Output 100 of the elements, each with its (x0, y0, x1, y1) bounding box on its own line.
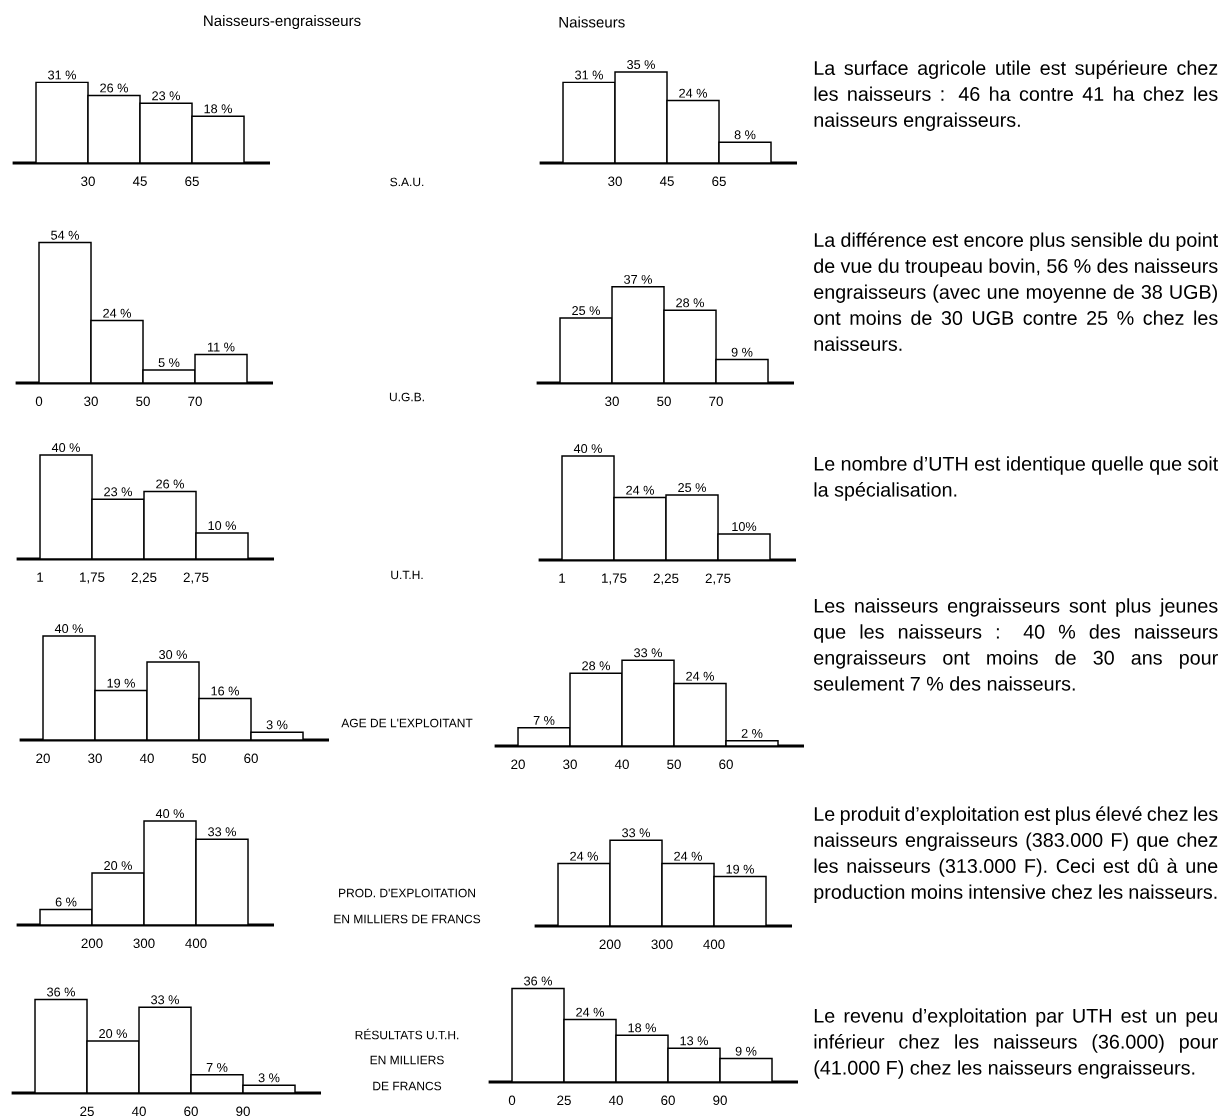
data-label: 13 % (680, 1036, 708, 1046)
data-label: 9 % (731, 347, 753, 357)
data-label: 24 % (103, 308, 131, 318)
text: 30 (605, 396, 619, 407)
text: La surface agricole utile est supérieure chez les naisseurs : 46 ha contre 41 ha chez les naisseurs engraisseurs. (814, 60, 1218, 131)
chart-title: Naisseurs-engraisseurs (204, 14, 361, 29)
text: 2,25 (131, 572, 157, 584)
text: 65 (185, 176, 199, 187)
data-label: 24 % (686, 671, 714, 681)
data-label: 7 % (206, 1063, 228, 1072)
text: Le revenu d’exploitation par UTH est un peu inférieur chez les naisseurs (36.000) pour (41.000 F) chez les naisseurs engraisseurs. (814, 1008, 1218, 1079)
text: 20 (511, 759, 525, 770)
text: 40 (131, 1106, 146, 1117)
text: 2,75 (705, 573, 731, 585)
data-label: 24 % (674, 851, 702, 861)
data-label: 37 % (624, 274, 652, 284)
text: DE FRANCS (373, 1081, 442, 1091)
data-label: 33 % (151, 995, 179, 1005)
data-label: 7 % (533, 716, 555, 725)
data-label: 25 % (572, 306, 600, 316)
text: 0 (35, 396, 43, 407)
data-label: 18 % (628, 1023, 656, 1033)
text: EN MILLIERS DE FRANCS (334, 914, 481, 924)
data-label: 16 % (211, 686, 239, 696)
text: 30 (608, 176, 622, 187)
text: 0 (508, 1095, 516, 1106)
text: 70 (709, 396, 723, 407)
text: 90 (236, 1106, 250, 1117)
data-label: 8 % (734, 130, 756, 140)
text: Le produit d’exploitation est plus élevé chez les naisseurs engraisseurs (383.000 F) que chez les naisseurs (313.000 F). Ceci est dû à une production moins intensive chez les naisseurs. (814, 806, 1218, 903)
data-label: 3 % (258, 1073, 280, 1083)
text: S.A.U. (390, 177, 424, 187)
data-label: 28 % (676, 298, 704, 308)
text: 40 (614, 759, 629, 770)
data-label: 5 % (158, 358, 180, 368)
text: 50 (136, 396, 150, 407)
text: 1 (559, 573, 566, 583)
text: 1,75 (80, 572, 105, 584)
text: 60 (661, 1095, 675, 1106)
data-label: 24 % (626, 485, 654, 495)
data-label: 18 % (204, 104, 232, 114)
text: 60 (244, 753, 258, 764)
text: 90 (713, 1095, 727, 1106)
data-label: 24 % (576, 1007, 604, 1017)
text: 60 (184, 1106, 198, 1117)
data-label: 24 % (679, 88, 707, 98)
data-label: 31 % (48, 70, 76, 80)
data-label: 25 % (678, 483, 706, 493)
data-label: 33 % (208, 827, 236, 837)
text: Le nombre d’UTH est identique quelle que soit la spécialisation. (814, 456, 1219, 501)
data-label: 26 % (156, 479, 184, 489)
text: 50 (667, 759, 681, 770)
data-label: 6 % (55, 897, 77, 907)
data-label: 24 % (570, 851, 598, 861)
data-label: 33 % (634, 648, 662, 658)
data-label: 19 % (726, 864, 754, 874)
text: 200 (599, 939, 621, 950)
data-label: 31 % (575, 70, 603, 80)
text: 300 (133, 938, 155, 949)
text: AGE DE L'EXPLOITANT (341, 718, 473, 728)
data-label: 20 % (99, 1029, 127, 1039)
data-label: 40 % (51, 443, 80, 453)
data-label: 23 % (104, 487, 132, 497)
data-label: 36 % (524, 976, 552, 986)
chart-title: Naisseurs (559, 16, 625, 28)
text: 2,25 (653, 573, 679, 585)
text: 45 (132, 176, 147, 186)
text: 20 (36, 753, 50, 764)
text: 30 (81, 176, 95, 187)
text: PROD. D'EXPLOITATION (339, 888, 475, 898)
text: La différence est encore plus sensible du point de vue du troupeau bovin, 56 % des naisseurs engraisseurs (avec une moyenne de 38 UGB) ont moins de 30 UGB contre 25 % chez les naisseurs. (814, 232, 1219, 351)
data-label: 36 % (47, 987, 75, 997)
text: 50 (657, 396, 671, 407)
data-label: 20 % (104, 861, 132, 871)
data-label: 3 % (266, 720, 288, 730)
text: 400 (703, 939, 725, 950)
data-label: 28 % (582, 661, 610, 671)
data-label: 10 % (208, 521, 236, 531)
text: 30 (563, 759, 577, 770)
text: 25 (557, 1095, 571, 1106)
data-label: 40 % (155, 809, 184, 819)
text: 40 (608, 1095, 623, 1106)
text: 45 (659, 176, 674, 186)
data-label: 10% (732, 522, 757, 532)
data-label: 26 % (100, 83, 128, 93)
text: 1,75 (602, 573, 627, 585)
text: 200 (81, 938, 103, 949)
data-label: 54 % (51, 230, 79, 240)
text: U.G.B. (389, 392, 424, 402)
text: 70 (188, 396, 202, 407)
data-label: 40 % (54, 624, 83, 634)
text: Les naisseurs engraisseurs sont plus jeunes que les naisseurs : 40 % des naisseurs engraisseurs ont moins de 30 ans pour seulement 7 % des naisseurs. (813, 598, 1218, 691)
text: 30 (88, 753, 102, 764)
data-label: 9 % (735, 1046, 757, 1056)
text: 300 (651, 939, 673, 950)
data-label: 19 % (107, 678, 135, 688)
data-label: 23 % (152, 91, 180, 101)
text: 1 (37, 572, 44, 582)
text: 2,75 (183, 572, 209, 584)
text: 400 (185, 938, 207, 949)
